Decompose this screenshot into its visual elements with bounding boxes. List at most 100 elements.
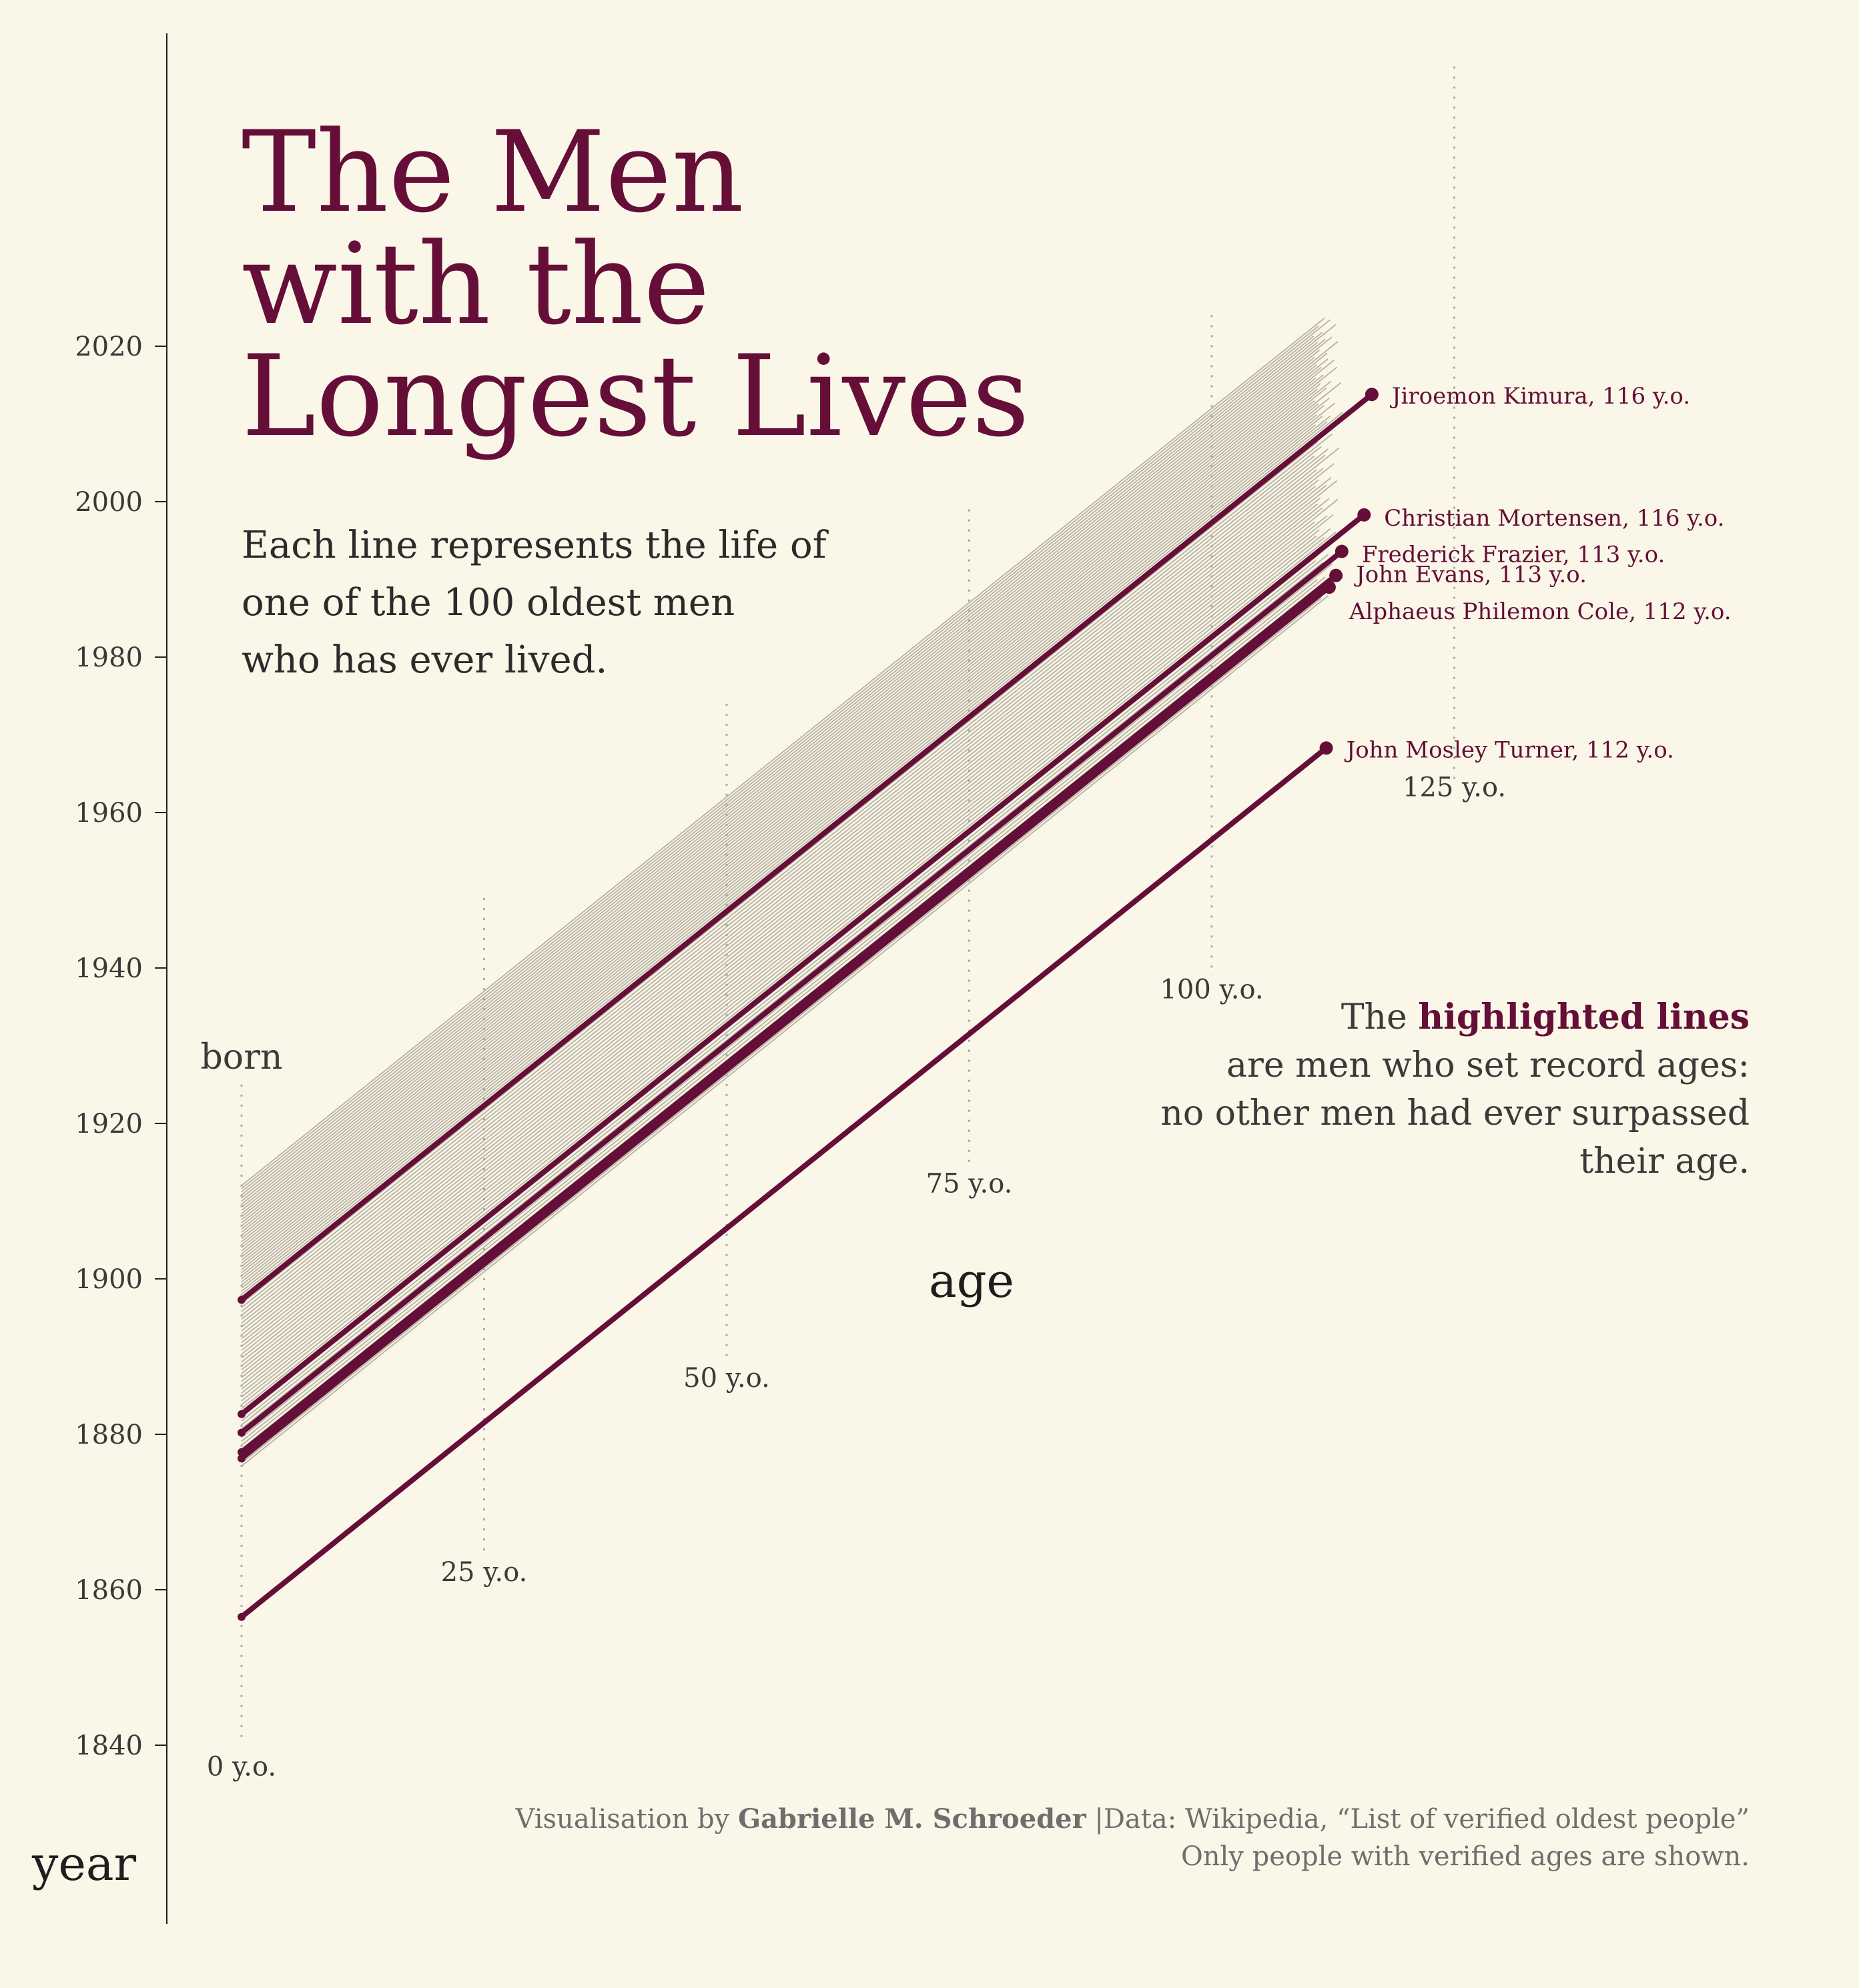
background-life-line [241, 515, 1328, 1386]
background-life-line [241, 319, 1331, 1193]
annotation-line: no other men had ever surpassed [1160, 1093, 1750, 1133]
background-life-line [241, 404, 1325, 1274]
highlighted-life-line [239, 572, 1339, 1455]
background-life-line [241, 336, 1333, 1211]
background-life-line [241, 364, 1317, 1227]
highlighted-line-label: John Evans, 113 y.o. [1354, 562, 1587, 588]
highlighted-labels: Jiroemon Kimura, 116 y.o. Christian Morte… [1345, 383, 1732, 763]
subtitle-line: Each line represents the life of [242, 524, 829, 567]
birth-dot [238, 1296, 246, 1304]
age-tick-label: 125 y.o. [1403, 772, 1506, 803]
background-life-line [241, 477, 1332, 1351]
background-life-line [241, 497, 1321, 1363]
background-life-line [241, 578, 1319, 1442]
background-life-line [241, 383, 1321, 1249]
highlighted-lines [238, 388, 1379, 1621]
background-life-line [241, 521, 1315, 1382]
background-life-line [241, 366, 1322, 1233]
background-life-line [241, 535, 1317, 1398]
background-life-line [241, 356, 1315, 1217]
background-lines [241, 318, 1343, 1467]
background-life-line [241, 388, 1327, 1258]
chart-subtitle: Each line represents the life of one of … [242, 524, 829, 682]
annotation-text: their age. [1579, 1141, 1750, 1181]
background-life-line [241, 468, 1324, 1336]
background-life-line [241, 352, 1328, 1223]
background-life-line [241, 531, 1337, 1410]
y-axis-title: year [31, 1837, 137, 1891]
background-life-line [241, 441, 1319, 1304]
background-life-line [241, 469, 1317, 1332]
birth-dot [238, 1428, 246, 1437]
birth-dot [238, 1410, 246, 1418]
background-life-line [241, 342, 1319, 1205]
background-life-line [241, 503, 1319, 1367]
background-life-line [241, 374, 1324, 1242]
background-life-line [241, 380, 1332, 1255]
y-tick-label: 1940 [75, 953, 143, 984]
annotation-text: no other men had ever surpassed [1160, 1093, 1750, 1133]
chart-title: The Men with the Longest Lives [242, 107, 1030, 462]
background-life-line [241, 463, 1335, 1340]
background-life-line [241, 433, 1333, 1308]
birth-dot [238, 1454, 246, 1463]
background-life-line [241, 378, 1317, 1239]
credit-author: Gabrielle M. Schroeder [738, 1803, 1087, 1835]
background-life-line [241, 597, 1322, 1464]
background-life-line [241, 498, 1339, 1378]
background-life-line [241, 324, 1337, 1202]
subtitle-line: one of the 100 oldest men [242, 581, 735, 624]
background-life-line [241, 554, 1329, 1426]
background-life-line [241, 528, 1331, 1402]
background-life-line [241, 507, 1323, 1374]
age-tick-label: 0 y.o. [207, 1751, 276, 1782]
annotation-line: their age. [1579, 1141, 1750, 1181]
title-line: Longest Lives [242, 331, 1030, 462]
highlighted-line-label: Frederick Frazier, 113 y.o. [1362, 542, 1665, 568]
background-life-line [241, 447, 1340, 1328]
age-tick-label: 50 y.o. [683, 1363, 770, 1394]
background-life-line [241, 498, 1330, 1371]
background-life-line [241, 424, 1317, 1286]
background-life-line [241, 563, 1333, 1438]
background-life-line [241, 403, 1319, 1268]
background-life-line [241, 336, 1315, 1195]
death-dot [1319, 741, 1333, 755]
background-life-line [241, 366, 1338, 1246]
highlighted-line-label: Jiroemon Kimura, 116 y.o. [1390, 383, 1690, 410]
background-life-line [241, 446, 1322, 1312]
born-label: born [201, 1037, 283, 1077]
background-life-line [241, 338, 1326, 1208]
background-life-line [241, 595, 1329, 1467]
highlighted-line-label: Alphaeus Philemon Cole, 112 y.o. [1349, 598, 1732, 625]
y-tick-label: 1840 [75, 1730, 143, 1761]
background-life-line [241, 382, 1341, 1264]
background-life-line [241, 484, 1327, 1355]
background-life-line [241, 560, 1317, 1422]
y-tick-label: 2020 [75, 332, 143, 362]
background-life-line [241, 416, 1323, 1283]
background-life-line [241, 400, 1315, 1261]
highlighted-line-label: Christian Mortensen, 116 y.o. [1384, 505, 1724, 532]
credit-source: |Data: Wikipedia, “List of verified olde… [1086, 1804, 1750, 1835]
age-tick-label: 25 y.o. [441, 1557, 528, 1588]
age-tick-labels: 0 y.o. 25 y.o. 50 y.o. 75 y.o. 100 y.o. 125 y… [207, 772, 1506, 1782]
highlighted-life-line [239, 512, 1367, 1417]
birth-dot [238, 1612, 246, 1621]
highlighted-life-line [239, 745, 1329, 1620]
x-axis-title: age [929, 1254, 1014, 1308]
credit-line: Visualisation by Gabrielle M. Schroeder … [515, 1803, 1750, 1835]
title-line: The Men [242, 107, 744, 237]
death-dot [1329, 568, 1343, 582]
annotation-text: The [1341, 997, 1418, 1037]
background-life-line [241, 480, 1338, 1359]
background-life-line [241, 454, 1326, 1324]
highlight-annotation: The highlighted lines are men who set rec… [1160, 997, 1750, 1181]
title-line: with the [242, 219, 710, 350]
background-life-line [241, 398, 1330, 1270]
background-life-line [241, 455, 1315, 1316]
background-life-line [241, 514, 1334, 1390]
death-dot [1365, 388, 1379, 402]
background-life-line [241, 448, 1329, 1320]
